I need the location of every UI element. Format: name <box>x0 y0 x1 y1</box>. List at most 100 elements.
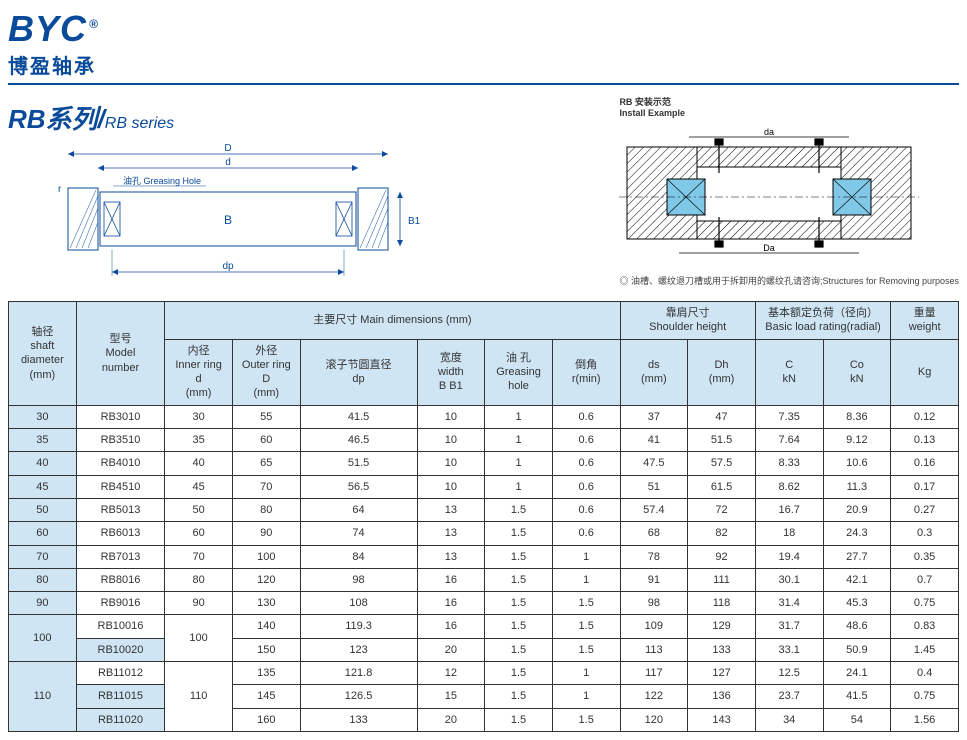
table-cell: 30 <box>165 405 233 428</box>
table-cell: 1 <box>552 568 620 591</box>
table-cell: 1.5 <box>485 498 553 521</box>
table-row: 40RB4010406551.51010.647.557.58.3310.60.… <box>9 452 959 475</box>
table-cell: 12.5 <box>755 662 823 685</box>
table-cell: 91 <box>620 568 688 591</box>
table-cell: 1.5 <box>552 638 620 661</box>
table-cell: 70 <box>9 545 77 568</box>
table-cell: 1 <box>485 405 553 428</box>
table-cell: 119.3 <box>300 615 417 638</box>
table-cell: 1.5 <box>485 545 553 568</box>
table-cell: RB8016 <box>76 568 165 591</box>
table-cell: 10 <box>417 475 485 498</box>
table-cell: 23.7 <box>755 685 823 708</box>
table-cell: 9.12 <box>823 429 891 452</box>
table-row: 80RB80168012098161.519111130.142.10.7 <box>9 568 959 591</box>
svg-text:油孔 Greasing Hole: 油孔 Greasing Hole <box>123 175 201 186</box>
table-cell: 20 <box>417 638 485 661</box>
table-cell: 60 <box>165 522 233 545</box>
table-cell: 80 <box>232 498 300 521</box>
table-cell: 136 <box>688 685 756 708</box>
table-cell: 145 <box>232 685 300 708</box>
diagram-note: ◎ 油槽、螺纹退刀槽或用于拆卸用的螺纹孔请咨询;Structures for R… <box>619 274 959 287</box>
th-chamfer: 倒角 r(min) <box>552 339 620 405</box>
table-cell: 40 <box>9 452 77 475</box>
table-cell: 143 <box>688 708 756 731</box>
th-grease: 油 孔 Greasing hole <box>485 339 553 405</box>
table-cell: 68 <box>620 522 688 545</box>
table-cell: 84 <box>300 545 417 568</box>
table-cell: 48.6 <box>823 615 891 638</box>
table-cell: RB11012 <box>76 662 165 685</box>
table-cell: 10.6 <box>823 452 891 475</box>
th-Dh: Dh (mm) <box>688 339 756 405</box>
table-cell: 70 <box>165 545 233 568</box>
table-cell: 100 <box>165 615 233 662</box>
table-row: 70RB70137010084131.51789219.427.70.35 <box>9 545 959 568</box>
table-cell: RB10016 <box>76 615 165 638</box>
table-cell: 57.5 <box>688 452 756 475</box>
table-cell: 11.3 <box>823 475 891 498</box>
table-cell: 54 <box>823 708 891 731</box>
th-shoulder: 靠肩尺寸 Shoulder height <box>620 302 755 340</box>
table-cell: 31.7 <box>755 615 823 638</box>
th-dp: 滚子节圆直径 dp <box>300 339 417 405</box>
table-cell: 1 <box>485 475 553 498</box>
table-cell: 16.7 <box>755 498 823 521</box>
table-cell: 13 <box>417 522 485 545</box>
table-row: 90RB901690130108161.51.59811831.445.30.7… <box>9 592 959 615</box>
table-cell: 41.5 <box>823 685 891 708</box>
install-example-diagram: da <box>619 119 919 269</box>
table-cell: 90 <box>165 592 233 615</box>
table-cell: 80 <box>165 568 233 591</box>
table-cell: 109 <box>620 615 688 638</box>
table-cell: 40 <box>165 452 233 475</box>
table-cell: 133 <box>688 638 756 661</box>
install-title: RB 安装示范 Install Example <box>619 95 959 118</box>
table-cell: 121.8 <box>300 662 417 685</box>
table-cell: 1.5 <box>552 592 620 615</box>
table-cell: 0.6 <box>552 452 620 475</box>
table-cell: 8.62 <box>755 475 823 498</box>
table-cell: 1.5 <box>485 662 553 685</box>
table-cell: 133 <box>300 708 417 731</box>
table-cell: 127 <box>688 662 756 685</box>
table-cell: 0.75 <box>891 592 959 615</box>
table-row: 100RB10016100140119.3161.51.510912931.74… <box>9 615 959 638</box>
table-cell: 16 <box>417 592 485 615</box>
table-cell: 7.35 <box>755 405 823 428</box>
table-cell: 122 <box>620 685 688 708</box>
table-cell: 117 <box>620 662 688 685</box>
th-C: C kN <box>755 339 823 405</box>
table-cell: 27.7 <box>823 545 891 568</box>
table-cell: 50.9 <box>823 638 891 661</box>
table-cell: 20.9 <box>823 498 891 521</box>
table-cell: 1.45 <box>891 638 959 661</box>
table-row: 110RB11012110135121.8121.5111712712.524.… <box>9 662 959 685</box>
table-cell: 0.35 <box>891 545 959 568</box>
svg-text:da: da <box>764 127 774 137</box>
table-row: 45RB4510457056.51010.65161.58.6211.30.17 <box>9 475 959 498</box>
th-weight: 重量 weight <box>891 302 959 340</box>
table-row: 60RB6013609074131.50.668821824.30.3 <box>9 522 959 545</box>
table-cell: 45 <box>9 475 77 498</box>
table-cell: 18 <box>755 522 823 545</box>
table-cell: 0.75 <box>891 685 959 708</box>
table-cell: 1.5 <box>485 522 553 545</box>
table-cell: 1.5 <box>485 592 553 615</box>
table-cell: 8.36 <box>823 405 891 428</box>
table-cell: 123 <box>300 638 417 661</box>
table-cell: 110 <box>9 662 77 732</box>
table-cell: 135 <box>232 662 300 685</box>
table-cell: RB5013 <box>76 498 165 521</box>
table-cell: 82 <box>688 522 756 545</box>
svg-text:r: r <box>58 184 62 195</box>
table-cell: 0.16 <box>891 452 959 475</box>
table-cell: 41.5 <box>300 405 417 428</box>
table-cell: 78 <box>620 545 688 568</box>
table-cell: 1 <box>552 662 620 685</box>
logo-chinese: 博盈轴承 <box>8 50 96 79</box>
svg-text:B: B <box>224 213 232 227</box>
th-main-dim: 主要尺寸 Main dimensions (mm) <box>165 302 620 340</box>
table-cell: 1 <box>485 452 553 475</box>
table-cell: 100 <box>9 615 77 662</box>
